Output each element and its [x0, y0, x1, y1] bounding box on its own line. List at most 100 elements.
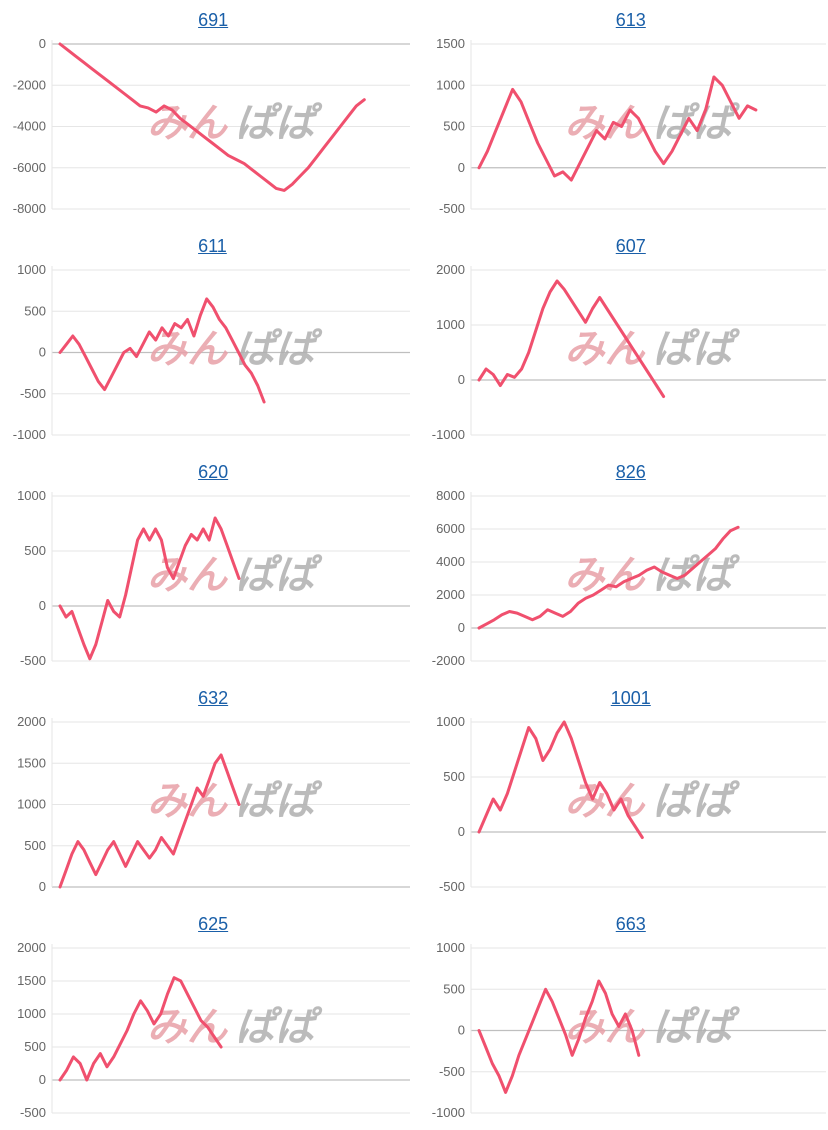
chart-panel-611: 611 1000 500 0 -500 -1000 みん ぱぱ	[0, 226, 414, 452]
y-tick-label: -6000	[13, 160, 46, 175]
y-tick-label: -1000	[432, 1105, 465, 1120]
chart-svg: 2000 1000 0 -1000 みん ぱぱ	[432, 262, 826, 442]
y-tick-label: 500	[443, 769, 465, 784]
y-tick-label: 0	[458, 620, 465, 635]
y-tick-label: 0	[458, 1023, 465, 1038]
y-tick-label: -1000	[432, 427, 465, 442]
chart-title-link[interactable]: 607	[615, 236, 646, 256]
watermark-left-text: みん	[147, 553, 229, 599]
chart-svg: 1000 500 0 -500 -1000 みん ぱぱ	[13, 262, 410, 442]
watermark-left-text: みん	[147, 1005, 229, 1051]
series-line	[58, 42, 366, 192]
watermark-logo: みん ぱぱ	[565, 779, 741, 825]
chart-title-link[interactable]: 826	[615, 462, 646, 482]
chart-title-link[interactable]: 691	[198, 10, 229, 30]
series-line	[477, 279, 666, 398]
chart-svg: 1000 500 0 -500 みん ぱぱ	[17, 488, 410, 668]
chart-svg: 0 -2000 -4000 -6000 -8000 みん ぱぱ	[13, 36, 410, 216]
watermark-right-text: ぱぱ	[235, 327, 323, 373]
watermark-logo: みん ぱぱ	[147, 779, 323, 825]
y-tick-label: 1000	[17, 488, 46, 503]
y-tick-label: -500	[20, 653, 46, 668]
watermark-right-text: ぱぱ	[653, 101, 741, 147]
chart-panel-625: 625 2000 1500 1000 500 0 -500 みん ぱぱ	[0, 904, 414, 1130]
series-line	[58, 297, 266, 404]
y-tick-label: 0	[39, 879, 46, 894]
y-tick-label: 1000	[436, 317, 465, 332]
y-tick-label: 2000	[436, 262, 465, 277]
y-tick-label: -500	[439, 879, 465, 894]
watermark-right-text: ぱぱ	[653, 553, 741, 599]
watermark-left-text: みん	[565, 553, 647, 599]
chart-panel-1001: 1001 1000 500 0 -500 みん ぱぱ	[414, 678, 828, 904]
watermark-logo: みん ぱぱ	[565, 327, 741, 373]
chart-title-link[interactable]: 1001	[610, 688, 651, 708]
chart-svg: 2000 1500 1000 500 0 -500 みん ぱぱ	[17, 940, 410, 1120]
chart-panel-691: 691 0 -2000 -4000 -6000 -8000 みん ぱぱ	[0, 0, 414, 226]
watermark-right-text: ぱぱ	[653, 1005, 741, 1051]
y-tick-label: 500	[24, 1039, 46, 1054]
watermark-logo: みん ぱぱ	[147, 101, 323, 147]
chart-panel-607: 607 2000 1000 0 -1000 みん ぱぱ	[414, 226, 828, 452]
y-tick-label: 1000	[436, 77, 465, 92]
chart-title-link[interactable]: 663	[615, 914, 646, 934]
y-tick-label: -1000	[13, 427, 46, 442]
y-tick-label: 2000	[436, 587, 465, 602]
y-tick-label: 4000	[436, 554, 465, 569]
chart-title-link[interactable]: 625	[198, 914, 229, 934]
y-tick-label: 0	[458, 372, 465, 387]
y-tick-label: 1500	[436, 36, 465, 51]
chart-svg: 1000 500 0 -500 みん ぱぱ	[436, 714, 826, 894]
watermark-right-text: ぱぱ	[653, 779, 741, 825]
y-tick-label: 1000	[17, 262, 46, 277]
chart-title-link[interactable]: 613	[615, 10, 646, 30]
watermark-logo: みん ぱぱ	[147, 553, 323, 599]
y-tick-label: 2000	[17, 714, 46, 729]
y-tick-label: -500	[439, 201, 465, 216]
watermark-logo: みん ぱぱ	[565, 553, 741, 599]
series-line	[58, 976, 223, 1082]
y-tick-label: 0	[39, 598, 46, 613]
y-tick-label: 2000	[17, 940, 46, 955]
watermark-right-text: ぱぱ	[653, 327, 741, 373]
chart-panel-620: 620 1000 500 0 -500 みん ぱぱ	[0, 452, 414, 678]
chart-panel-663: 663 1000 500 0 -500 -1000 みん ぱぱ	[414, 904, 828, 1130]
watermark-logo: みん ぱぱ	[147, 1005, 323, 1051]
y-tick-label: 500	[24, 303, 46, 318]
y-tick-label: -8000	[13, 201, 46, 216]
y-tick-label: 1000	[436, 714, 465, 729]
watermark-right-text: ぱぱ	[235, 553, 323, 599]
watermark-left-text: みん	[565, 779, 647, 825]
series-line	[58, 753, 241, 889]
series-line	[477, 979, 641, 1094]
chart-title-link[interactable]: 611	[198, 236, 227, 256]
y-tick-label: 0	[458, 160, 465, 175]
watermark-logo: みん ぱぱ	[565, 1005, 741, 1051]
chart-title-link[interactable]: 632	[198, 688, 229, 708]
y-tick-label: -500	[20, 386, 46, 401]
chart-panel-632: 632 2000 1500 1000 500 0 みん ぱぱ	[0, 678, 414, 904]
chart-panel-613: 613 1500 1000 500 0 -500 みん ぱぱ	[414, 0, 828, 226]
y-tick-label: 1500	[17, 973, 46, 988]
y-tick-label: 500	[443, 119, 465, 134]
y-tick-label: 500	[24, 838, 46, 853]
y-tick-label: 6000	[436, 521, 465, 536]
y-tick-label: -2000	[13, 77, 46, 92]
y-tick-label: 0	[39, 1072, 46, 1087]
series-line	[477, 75, 758, 182]
chart-svg: 8000 6000 4000 2000 0 -2000 みん ぱぱ	[432, 488, 826, 668]
y-tick-label: 1000	[17, 797, 46, 812]
y-tick-label: 500	[443, 981, 465, 996]
series-line	[477, 525, 740, 630]
chart-title-link[interactable]: 620	[198, 462, 229, 482]
y-tick-label: -500	[439, 1064, 465, 1079]
series-line	[477, 720, 644, 839]
series-line	[58, 516, 241, 661]
y-tick-label: 500	[24, 543, 46, 558]
y-tick-label: 0	[458, 824, 465, 839]
chart-svg: 2000 1500 1000 500 0 みん ぱぱ	[17, 714, 410, 894]
y-tick-label: 0	[39, 345, 46, 360]
watermark-right-text: ぱぱ	[235, 1005, 323, 1051]
watermark-right-text: ぱぱ	[235, 779, 323, 825]
